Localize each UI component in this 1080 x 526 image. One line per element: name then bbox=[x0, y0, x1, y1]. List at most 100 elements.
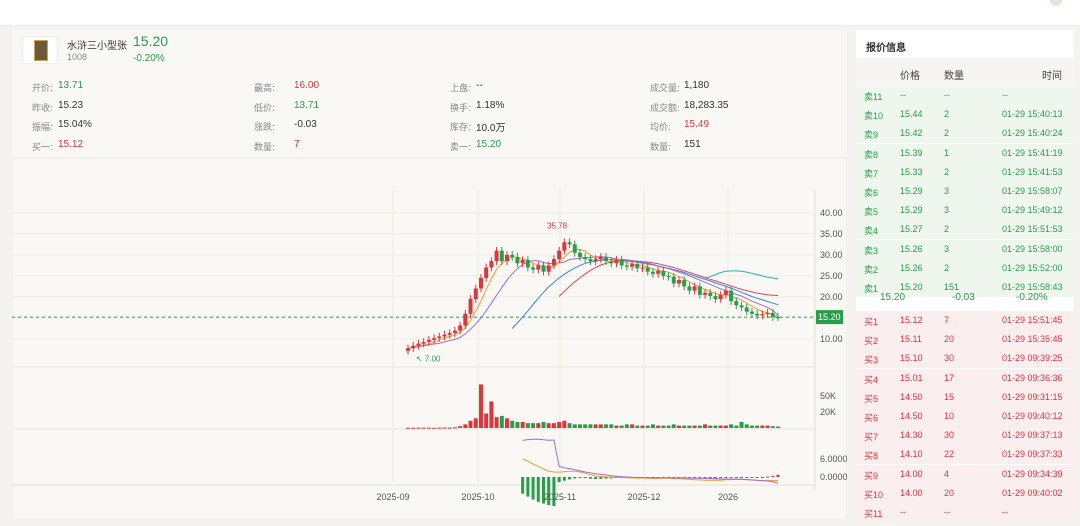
macd-bar bbox=[578, 477, 582, 478]
candle bbox=[562, 242, 567, 251]
order-row[interactable]: 卖4 15.27 2 01-29 15:51:53 bbox=[856, 220, 1074, 240]
volume-bar bbox=[577, 424, 582, 428]
order-row[interactable]: 卖7 15.33 2 01-29 15:41:53 bbox=[856, 162, 1074, 182]
volume-bar bbox=[755, 425, 760, 428]
macd-bar bbox=[719, 477, 723, 479]
macd-bar bbox=[583, 477, 587, 479]
volume-bar bbox=[505, 418, 510, 428]
order-time: 01-29 09:31:15 bbox=[1002, 391, 1063, 402]
candle bbox=[447, 333, 452, 335]
stat-value: 7 bbox=[294, 138, 300, 150]
macd-bar bbox=[724, 477, 728, 478]
macd-bar bbox=[536, 477, 540, 502]
candle bbox=[614, 259, 619, 264]
order-row[interactable]: 买11 -- -- -- bbox=[856, 503, 1074, 522]
volume-bar bbox=[432, 427, 437, 429]
macd-bar bbox=[568, 477, 572, 480]
order-row[interactable]: 买7 14.30 30 01-29 09:37:13 bbox=[856, 426, 1074, 446]
volume-bar bbox=[749, 425, 754, 428]
candle bbox=[729, 290, 734, 302]
volume-bar bbox=[583, 424, 588, 428]
volume-bar bbox=[463, 424, 468, 428]
candle bbox=[650, 271, 655, 274]
order-row[interactable]: 卖6 15.29 3 01-29 15:58:07 bbox=[856, 182, 1074, 201]
order-time: 01-29 15:49:12 bbox=[1002, 205, 1063, 216]
order-row[interactable]: 买4 15.01 17 01-29 09:36:36 bbox=[856, 368, 1074, 388]
order-time: -- bbox=[1002, 90, 1008, 100]
order-price: 15.12 bbox=[900, 315, 923, 325]
stat-label: 库存: bbox=[450, 122, 471, 132]
volume-bar bbox=[437, 427, 442, 429]
volume-bar bbox=[676, 425, 681, 428]
candle bbox=[671, 276, 676, 284]
order-row[interactable]: 买10 14.00 20 01-29 09:40:02 bbox=[856, 483, 1074, 503]
order-row[interactable]: 卖8 15.39 1 01-29 15:41:19 bbox=[856, 143, 1074, 163]
stat-label: 上盘: bbox=[450, 83, 471, 93]
stat-value: 13.71 bbox=[294, 99, 320, 111]
order-row[interactable]: 卖11 -- -- -- bbox=[856, 86, 1074, 105]
order-price: 14.10 bbox=[900, 449, 923, 460]
x-tick: 2025-11 bbox=[544, 492, 576, 502]
top-bar bbox=[0, 0, 1080, 26]
candle bbox=[567, 242, 572, 245]
candle bbox=[499, 250, 504, 262]
order-row[interactable]: 买5 14.50 15 01-29 09:31:15 bbox=[856, 387, 1074, 407]
order-qty: 2 bbox=[944, 128, 950, 139]
macd-bar bbox=[526, 477, 530, 497]
order-row[interactable]: 卖5 15.29 3 01-29 15:49:12 bbox=[856, 201, 1074, 221]
stat-label: 成交量: bbox=[650, 83, 680, 93]
stat-label: 卖一: bbox=[450, 141, 471, 152]
candle bbox=[416, 343, 421, 346]
order-time: 01-29 09:36:36 bbox=[1002, 372, 1063, 383]
candle bbox=[531, 267, 536, 270]
order-level: 卖3 bbox=[864, 245, 879, 256]
order-qty: -- bbox=[944, 90, 950, 100]
order-row[interactable]: 卖2 15.26 2 01-29 15:52:00 bbox=[856, 258, 1074, 278]
volume-bar bbox=[645, 425, 650, 428]
order-time: 01-29 09:37:13 bbox=[1002, 430, 1063, 441]
order-row[interactable]: 卖10 15.44 2 01-29 15:40:13 bbox=[856, 105, 1074, 125]
macd-tick: 0.0000 bbox=[820, 472, 847, 482]
candle bbox=[692, 286, 697, 291]
candle bbox=[546, 265, 551, 272]
candle bbox=[682, 280, 687, 287]
order-time: 01-29 15:52:00 bbox=[1002, 262, 1063, 273]
candle bbox=[666, 275, 671, 278]
candle bbox=[494, 250, 499, 262]
volume-bar bbox=[567, 423, 572, 428]
volume-bar bbox=[760, 425, 765, 428]
order-level: 卖5 bbox=[864, 207, 879, 218]
volume-bar bbox=[499, 415, 504, 428]
order-row[interactable]: 卖9 15.42 2 01-29 15:40:24 bbox=[856, 124, 1074, 144]
candle bbox=[551, 259, 556, 266]
order-level: 卖1 bbox=[864, 284, 879, 294]
price-tick: 25.00 bbox=[820, 271, 843, 281]
order-row[interactable]: 卖1 15.20 151 01-29 15:58:43 bbox=[856, 278, 1074, 297]
stat-value: 15.20 bbox=[476, 138, 502, 150]
order-row[interactable]: 卖3 15.26 3 01-29 15:58:00 bbox=[856, 239, 1074, 259]
volume-bar bbox=[635, 425, 640, 428]
ma5-line bbox=[407, 248, 779, 349]
candle bbox=[776, 316, 780, 319]
candle bbox=[604, 256, 609, 262]
order-row[interactable]: 买9 14.00 4 01-29 09:34:39 bbox=[856, 464, 1074, 484]
candle bbox=[406, 348, 410, 351]
order-row[interactable]: 买2 15.11 20 01-29 15:35:45 bbox=[856, 330, 1074, 350]
candle bbox=[598, 256, 603, 260]
order-qty: 30 bbox=[944, 430, 955, 441]
order-row[interactable]: 买1 15.12 7 01-29 15:51:45 bbox=[856, 311, 1074, 330]
order-qty: 2 bbox=[944, 224, 950, 235]
order-row[interactable]: 买8 14.10 22 01-29 09:37:33 bbox=[856, 445, 1074, 465]
x-tick: 2026 bbox=[718, 492, 738, 502]
order-row[interactable]: 买6 14.50 10 01-29 09:40:12 bbox=[856, 407, 1074, 426]
order-level: 买6 bbox=[864, 413, 879, 423]
order-time: 01-29 15:58:00 bbox=[1002, 243, 1063, 254]
order-level: 买10 bbox=[864, 489, 884, 500]
order-row[interactable]: 买3 15.10 30 01-29 09:39:25 bbox=[856, 349, 1074, 369]
ma60-line bbox=[704, 270, 779, 280]
order-level: 买7 bbox=[864, 432, 879, 443]
candle bbox=[525, 259, 530, 268]
kline-chart[interactable]: 40.0035.0030.0025.0020.0015.0010.0015.20… bbox=[12, 30, 847, 520]
price-tick: 35.00 bbox=[820, 229, 843, 239]
ma20-line bbox=[511, 259, 779, 329]
